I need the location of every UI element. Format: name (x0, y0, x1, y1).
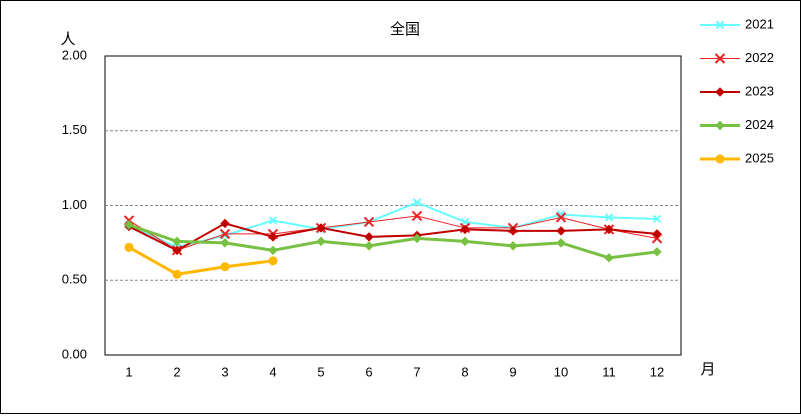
point (220, 231, 230, 240)
legend-label: 2024 (745, 117, 774, 132)
point (411, 210, 423, 222)
y-axis-label: 人 (60, 31, 75, 48)
legend-label: 2023 (745, 83, 774, 98)
point (268, 245, 278, 256)
point (460, 224, 470, 235)
point (604, 213, 614, 222)
x-tick-label: 5 (317, 364, 324, 379)
point (220, 238, 230, 248)
legend-marker (715, 87, 725, 97)
point (556, 238, 566, 248)
point (412, 198, 422, 207)
legend-label: 2025 (745, 150, 774, 165)
point (172, 269, 182, 279)
point (508, 241, 518, 251)
point (652, 229, 662, 239)
point (268, 216, 278, 225)
x-tick-label: 4 (269, 364, 276, 379)
point (220, 218, 230, 229)
legend-marker (714, 53, 726, 64)
y-tick-label: 1.50 (62, 122, 87, 137)
point (172, 245, 182, 256)
point (124, 220, 134, 230)
point (604, 224, 614, 235)
legend-label: 2021 (745, 16, 774, 31)
point (652, 247, 662, 257)
point (268, 256, 278, 266)
y-tick-label: 1.00 (62, 197, 87, 212)
legend-marker (715, 120, 725, 131)
series-line (128, 201, 658, 249)
x-tick-label: 3 (221, 364, 228, 379)
chart-title: 全国 (390, 20, 420, 38)
legend-label: 2022 (745, 50, 774, 65)
x-tick-label: 2 (173, 364, 180, 379)
point (268, 232, 278, 242)
point (364, 232, 374, 242)
x-axis-label: 月 (700, 361, 715, 378)
point (220, 262, 230, 272)
series-line (128, 223, 658, 260)
x-tick-label: 6 (365, 364, 372, 379)
point (556, 210, 566, 219)
y-tick-label: 0.50 (62, 272, 87, 287)
point (604, 253, 614, 263)
legend-marker (715, 20, 725, 30)
point (508, 226, 518, 236)
point (219, 228, 231, 240)
point (124, 242, 134, 252)
x-tick-label: 12 (650, 364, 664, 379)
y-tick-label: 2.00 (62, 47, 87, 62)
x-tick-label: 1 (125, 364, 132, 379)
y-tick-label: 0.00 (62, 346, 87, 361)
point (460, 236, 470, 247)
point (363, 216, 375, 228)
point (412, 233, 422, 244)
series-line (128, 246, 274, 276)
point (172, 236, 182, 247)
point (652, 214, 662, 224)
series-line (128, 215, 658, 251)
x-tick-label: 11 (602, 364, 616, 379)
point (555, 212, 567, 223)
x-tick-label: 9 (509, 364, 516, 379)
legend-marker (715, 154, 725, 164)
point (316, 223, 326, 233)
point (316, 236, 326, 247)
point (364, 241, 374, 251)
x-tick-label: 10 (554, 364, 568, 379)
series-line (128, 222, 658, 252)
point (556, 226, 566, 236)
x-tick-label: 7 (413, 364, 420, 379)
x-tick-label: 8 (461, 364, 468, 379)
